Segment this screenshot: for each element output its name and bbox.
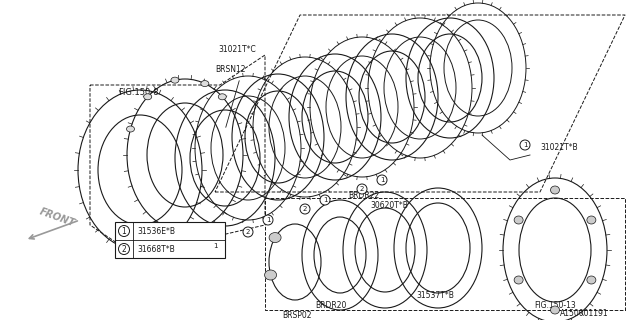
Ellipse shape	[587, 216, 596, 224]
Text: BRDR22: BRDR22	[348, 191, 380, 200]
Text: 1: 1	[266, 217, 270, 223]
Text: BRDR20: BRDR20	[315, 301, 346, 310]
Ellipse shape	[587, 276, 596, 284]
Ellipse shape	[144, 94, 152, 100]
Ellipse shape	[201, 81, 209, 87]
Circle shape	[118, 244, 129, 254]
Circle shape	[377, 175, 387, 185]
Text: 1: 1	[122, 227, 126, 236]
Circle shape	[357, 184, 367, 194]
Text: 31021T*C: 31021T*C	[218, 45, 256, 54]
FancyBboxPatch shape	[115, 222, 225, 258]
Text: 2: 2	[246, 229, 250, 235]
Ellipse shape	[171, 77, 179, 83]
Text: 2: 2	[122, 244, 126, 253]
Text: 1: 1	[380, 177, 384, 183]
Text: 31668T*B: 31668T*B	[137, 244, 175, 253]
Ellipse shape	[514, 216, 523, 224]
Ellipse shape	[514, 276, 523, 284]
Circle shape	[210, 241, 220, 251]
Text: 1: 1	[212, 243, 217, 249]
Circle shape	[263, 215, 273, 225]
Text: BRSP02: BRSP02	[282, 311, 312, 320]
Text: 1: 1	[323, 197, 327, 203]
Ellipse shape	[269, 233, 281, 243]
Ellipse shape	[550, 186, 559, 194]
Ellipse shape	[264, 270, 276, 280]
Text: 31537T*B: 31537T*B	[416, 291, 454, 300]
Ellipse shape	[550, 306, 559, 314]
Text: FIG.150-13: FIG.150-13	[534, 301, 576, 310]
Ellipse shape	[127, 126, 134, 132]
Text: FIG.150-8: FIG.150-8	[118, 88, 159, 97]
Text: 31021T*B: 31021T*B	[540, 143, 578, 152]
Text: 2: 2	[360, 186, 364, 192]
Text: 31536E*B: 31536E*B	[137, 227, 175, 236]
Text: 30620T*B: 30620T*B	[370, 201, 408, 210]
Text: BRSN12: BRSN12	[215, 65, 246, 74]
Circle shape	[243, 227, 253, 237]
Ellipse shape	[218, 94, 227, 100]
Circle shape	[118, 226, 129, 236]
Text: 2: 2	[303, 206, 307, 212]
Text: FRONT: FRONT	[38, 207, 76, 229]
Circle shape	[300, 204, 310, 214]
Text: A150001191: A150001191	[560, 309, 609, 318]
Circle shape	[320, 195, 330, 205]
Text: 1: 1	[523, 142, 527, 148]
Circle shape	[520, 140, 530, 150]
